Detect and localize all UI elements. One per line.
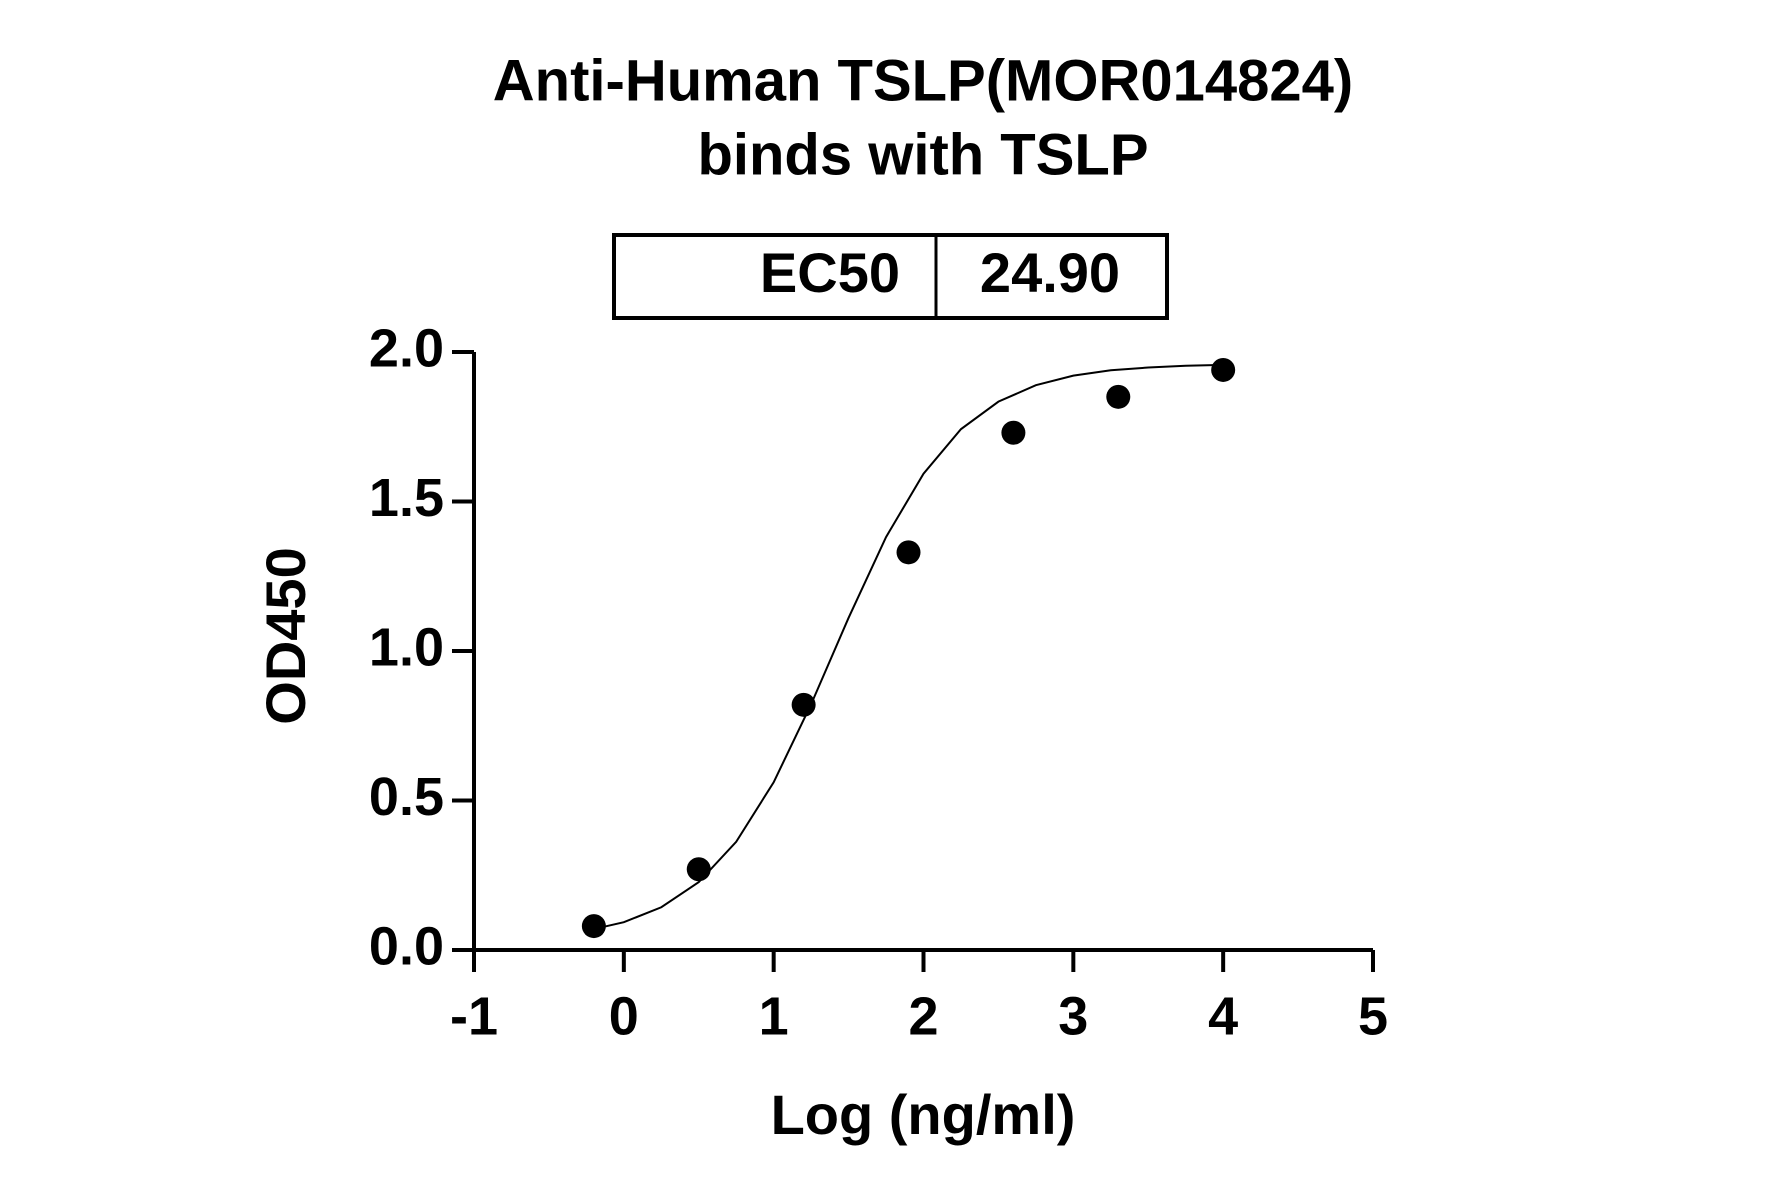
x-axis-label: Log (ng/ml) xyxy=(771,1083,1076,1146)
x-tick-label: 0 xyxy=(609,986,639,1046)
data-point xyxy=(581,914,606,939)
y-tick-label: 0.5 xyxy=(369,767,444,827)
chart-title: Anti-Human TSLP(MOR014824) xyxy=(493,48,1353,113)
y-tick-label: 1.0 xyxy=(369,617,444,677)
x-tick-label: 4 xyxy=(1208,986,1238,1046)
data-point xyxy=(1211,357,1236,382)
y-tick-label: 0.0 xyxy=(369,916,444,976)
ec50-box xyxy=(612,233,1169,320)
ec50-value: 24.90 xyxy=(980,241,1120,304)
chart-subtitle: binds with TSLP xyxy=(697,122,1148,187)
fit-curve xyxy=(593,363,1224,931)
y-tick-label: 2.0 xyxy=(369,318,444,378)
x-tick-label: -1 xyxy=(450,986,498,1046)
y-axis-label: OD450 xyxy=(254,547,317,724)
data-point xyxy=(791,692,816,717)
x-tick-label: 3 xyxy=(1058,986,1088,1046)
data-point xyxy=(686,857,711,882)
x-tick-label: 2 xyxy=(908,986,938,1046)
data-point xyxy=(1001,420,1026,445)
data-point xyxy=(896,540,921,565)
data-point xyxy=(1106,384,1131,409)
x-tick-label: 1 xyxy=(759,986,789,1046)
ec50-label: EC50 xyxy=(760,241,900,304)
y-tick-label: 1.5 xyxy=(369,468,444,528)
x-tick-label: 5 xyxy=(1358,986,1388,1046)
